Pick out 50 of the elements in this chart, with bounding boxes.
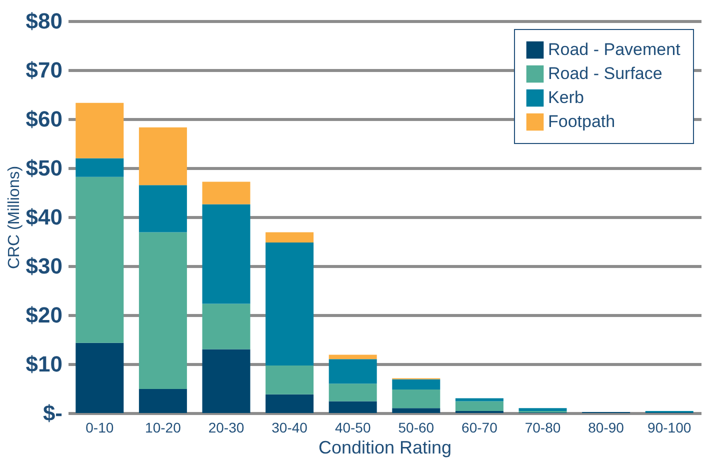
y-tick-label: $10	[26, 352, 62, 376]
bar	[392, 389, 440, 408]
bar	[202, 204, 250, 304]
bar	[76, 158, 124, 177]
x-tick-label: 60-70	[462, 420, 498, 436]
bar	[76, 102, 124, 158]
y-axis-title: CRC (Millions)	[6, 166, 23, 270]
legend-label: Kerb	[548, 88, 584, 107]
y-tick-label: $-	[42, 400, 62, 426]
bar	[392, 379, 440, 390]
x-tick-label: 10-20	[145, 420, 182, 436]
bar	[455, 401, 504, 412]
bar	[138, 388, 187, 413]
x-tick-label: 50-60	[398, 420, 434, 436]
bar	[138, 232, 187, 389]
bar	[138, 185, 187, 232]
y-tick-label: $70	[26, 58, 62, 82]
bar	[202, 349, 250, 413]
bar	[266, 232, 314, 242]
y-tick-label: $40	[26, 204, 62, 230]
y-tick-label: $20	[26, 302, 62, 328]
legend-label: Road - Surface	[548, 64, 662, 83]
bar	[518, 408, 567, 412]
y-tick-label: $80	[26, 8, 62, 34]
x-tick-label: 30-40	[272, 420, 308, 436]
bar	[76, 176, 124, 343]
x-tick-label: 80-90	[588, 420, 624, 436]
bar	[76, 342, 124, 413]
bar	[202, 304, 250, 350]
bar	[328, 359, 377, 384]
y-tick-label: $30	[26, 254, 62, 278]
bar	[266, 365, 314, 394]
x-tick-label: 40-50	[334, 420, 371, 436]
x-tick-label: 70-80	[524, 420, 561, 436]
bar	[138, 127, 187, 186]
y-tick-label: $50	[26, 156, 62, 180]
bar	[266, 242, 314, 366]
legend-label: Footpath	[548, 112, 616, 131]
x-axis-title: Condition Rating	[318, 438, 452, 458]
bar	[392, 408, 440, 413]
bar	[266, 394, 314, 413]
x-tick-label: 0-10	[86, 420, 114, 436]
bar	[328, 354, 377, 360]
y-tick-label: $60	[26, 106, 62, 132]
x-tick-label: 20-30	[208, 420, 244, 436]
x-tick-label: 90-100	[648, 420, 692, 436]
legend-label: Road - Pavement	[548, 40, 681, 59]
bar	[328, 401, 377, 413]
bar	[328, 384, 377, 402]
bar	[202, 182, 250, 204]
